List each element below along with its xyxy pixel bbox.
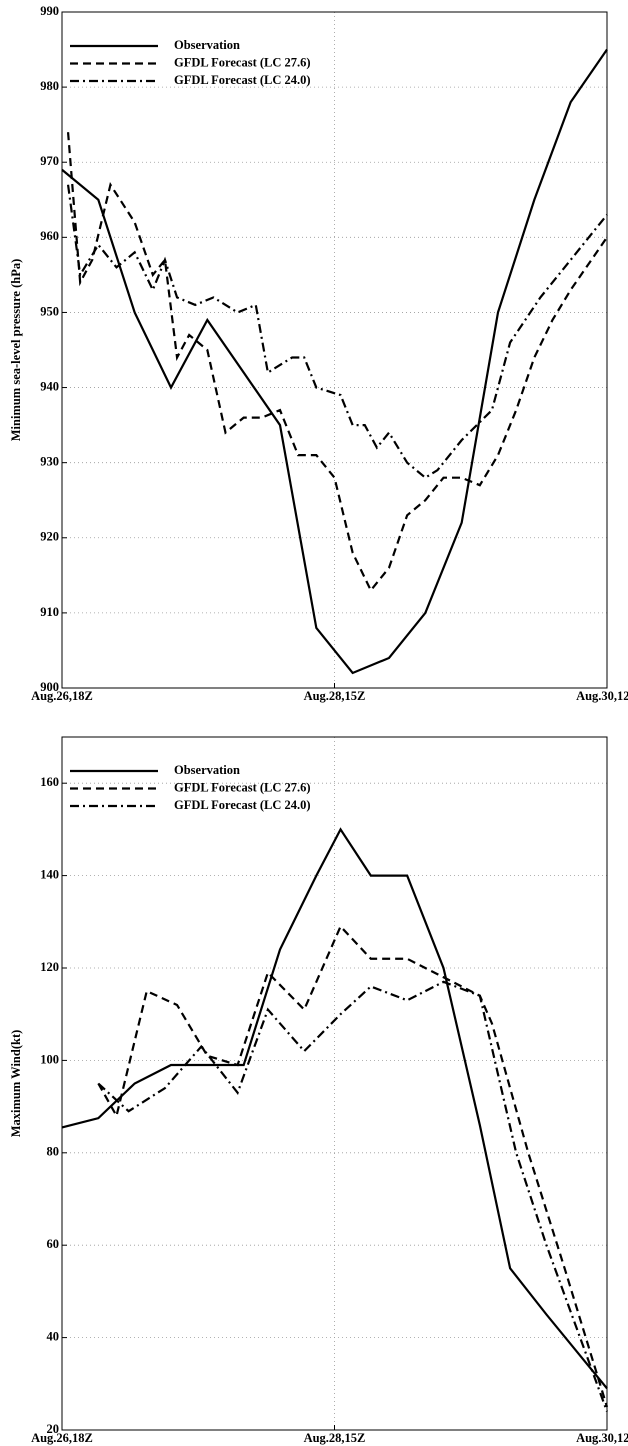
- y-tick-label: 970: [40, 154, 59, 168]
- y-tick-label: 950: [40, 304, 59, 318]
- y-tick-label: 160: [40, 775, 59, 789]
- legend-label: GFDL Forecast (LC 24.0): [174, 73, 311, 87]
- legend-label: GFDL Forecast (LC 24.0): [174, 798, 311, 812]
- plot-frame: [61, 736, 608, 1431]
- series-line: [61, 48, 608, 675]
- legend-label: Observation: [174, 763, 240, 777]
- y-tick-label: 960: [40, 229, 59, 243]
- series-line: [61, 827, 608, 1390]
- legend-label: GFDL Forecast (LC 27.6): [174, 55, 311, 69]
- y-tick-label: 120: [40, 960, 59, 974]
- series-line: [66, 132, 608, 593]
- x-tick-label: Aug.28,15Z: [304, 689, 366, 703]
- y-tick-label: 80: [47, 1145, 60, 1159]
- legend-label: Observation: [174, 38, 240, 52]
- y-tick-label: 980: [40, 79, 59, 93]
- series-line: [66, 184, 608, 480]
- y-tick-label: 60: [47, 1237, 60, 1251]
- y-tick-label: 140: [40, 867, 59, 881]
- x-tick-label: Aug.26,18Z: [31, 1431, 93, 1445]
- series-line: [97, 980, 609, 1412]
- y-tick-label: 100: [40, 1052, 59, 1066]
- y-axis-label: Maximum Wind(kt): [9, 1030, 23, 1138]
- series-line: [97, 924, 609, 1408]
- y-tick-label: 900: [40, 680, 59, 694]
- y-tick-label: 930: [40, 455, 59, 469]
- y-tick-label: 920: [40, 530, 59, 544]
- y-tick-label: 20: [47, 1422, 60, 1436]
- x-tick-label: Aug.28,15Z: [304, 1431, 366, 1445]
- x-tick-label: Aug.26,18Z: [31, 689, 93, 703]
- x-tick-label: Aug.30,12Z: [576, 689, 628, 703]
- y-tick-label: 910: [40, 605, 59, 619]
- x-tick-label: Aug.30,12Z: [576, 1431, 628, 1445]
- y-tick-label: 990: [40, 4, 59, 18]
- y-tick-label: 40: [47, 1329, 60, 1343]
- y-axis-label: Minimum sea-level pressure (hPa): [9, 259, 23, 442]
- legend-label: GFDL Forecast (LC 27.6): [174, 780, 311, 794]
- plot-frame: [61, 11, 608, 689]
- y-tick-label: 940: [40, 379, 59, 393]
